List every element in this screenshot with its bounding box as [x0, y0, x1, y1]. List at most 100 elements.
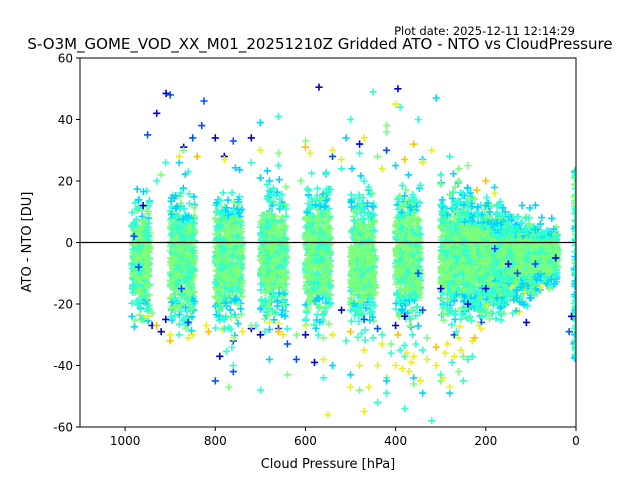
scatter-point — [136, 311, 144, 319]
scatter-point — [183, 295, 192, 303]
scatter-point — [167, 271, 175, 279]
scatter-point — [183, 275, 192, 283]
scatter-point — [143, 259, 151, 267]
scatter-point — [140, 286, 148, 294]
chart-title: S-O3M_GOME_VOD_XX_M01_20251210Z Gridded … — [27, 35, 612, 54]
scatter-point — [167, 305, 175, 313]
plot-area — [79, 57, 577, 428]
scatter-point — [182, 232, 190, 240]
scatter-point — [135, 275, 143, 283]
scatter-point — [188, 234, 196, 242]
scatter-point — [179, 243, 187, 251]
scatter-point — [179, 184, 187, 192]
scatter-point — [139, 188, 147, 196]
scatter-points — [128, 83, 576, 425]
scatter-point — [168, 316, 176, 324]
scatter-point — [172, 301, 180, 310]
scatter-point — [169, 290, 177, 298]
scatter-point — [190, 204, 198, 212]
scatter-point — [185, 268, 193, 276]
scatter-point — [189, 247, 197, 255]
scatter-point — [169, 234, 177, 242]
scatter-point — [187, 240, 195, 248]
scatter-point — [173, 202, 181, 210]
scatter-point — [180, 221, 188, 229]
scatter-point — [178, 233, 186, 241]
scatter-point — [183, 248, 191, 256]
scatter-point — [167, 278, 175, 287]
scatter-point — [184, 258, 192, 266]
scatter-point — [139, 290, 147, 298]
scatter-point — [175, 276, 184, 284]
scatter-point — [129, 288, 137, 296]
scatter-point — [131, 272, 139, 280]
scatter-point — [188, 305, 196, 313]
scatter-point — [182, 287, 190, 295]
scatter-point — [179, 316, 187, 324]
scatter-point — [237, 305, 245, 313]
scatter-point — [129, 282, 137, 290]
scatter-point — [188, 313, 196, 321]
scatter-point — [128, 259, 136, 268]
scatter-point — [187, 264, 195, 272]
scatter-point — [132, 216, 140, 224]
scatter-point — [133, 301, 141, 309]
scatter-point — [129, 245, 137, 253]
scatter-point — [134, 203, 142, 212]
scatter-point — [189, 219, 197, 227]
scatter-point — [145, 199, 153, 207]
scatter-point — [167, 258, 175, 266]
scatter-point — [172, 280, 180, 288]
scatter-point — [190, 297, 198, 305]
scatter-point — [168, 264, 176, 272]
scatter-point — [128, 208, 136, 216]
scatter-point — [185, 190, 193, 198]
scatter-point — [142, 243, 150, 251]
scatter-point — [132, 254, 140, 262]
scatter-point — [190, 193, 198, 201]
scatter-point — [175, 320, 184, 328]
scatter-point — [135, 196, 143, 204]
scatter-point — [167, 210, 176, 218]
scatter-point — [191, 212, 199, 220]
scatter-point — [171, 312, 179, 320]
scatter-point — [212, 324, 220, 332]
scatter-point — [141, 274, 150, 282]
scatter-point — [131, 316, 139, 324]
scatter-point — [174, 270, 182, 279]
scatter-point — [145, 254, 153, 262]
scatter-point — [170, 246, 178, 255]
scatter-point — [177, 189, 185, 197]
scatter-point — [167, 194, 176, 202]
scatter-point — [128, 299, 136, 307]
scatter-point — [175, 247, 184, 256]
scatter-point — [179, 215, 187, 223]
scatter-point — [185, 200, 194, 208]
scatter-point — [168, 225, 176, 233]
scatter-point — [191, 254, 199, 262]
scatter-point — [128, 312, 136, 320]
scatter-point — [142, 264, 150, 272]
scatter-point — [170, 255, 178, 263]
scatter-point — [182, 303, 190, 311]
scatter-point — [184, 225, 192, 233]
scatter-point — [145, 219, 153, 227]
scatter-point — [141, 228, 149, 236]
scatter-point — [171, 295, 179, 303]
scatter-point — [184, 213, 192, 221]
scatter-point — [189, 230, 197, 238]
scatter-point — [177, 237, 185, 245]
scatter-point — [180, 205, 188, 213]
scatter-point — [189, 265, 197, 273]
scatter-point — [143, 281, 151, 289]
scatter-point — [144, 210, 152, 218]
scatter-point — [187, 327, 196, 335]
scatter-point — [133, 226, 141, 234]
scatter-point — [167, 313, 175, 321]
scatter-point — [130, 240, 138, 248]
scatter-point — [166, 207, 174, 215]
scatter-point — [130, 323, 138, 331]
scatter-point — [228, 189, 236, 197]
scatter-point — [137, 267, 145, 275]
